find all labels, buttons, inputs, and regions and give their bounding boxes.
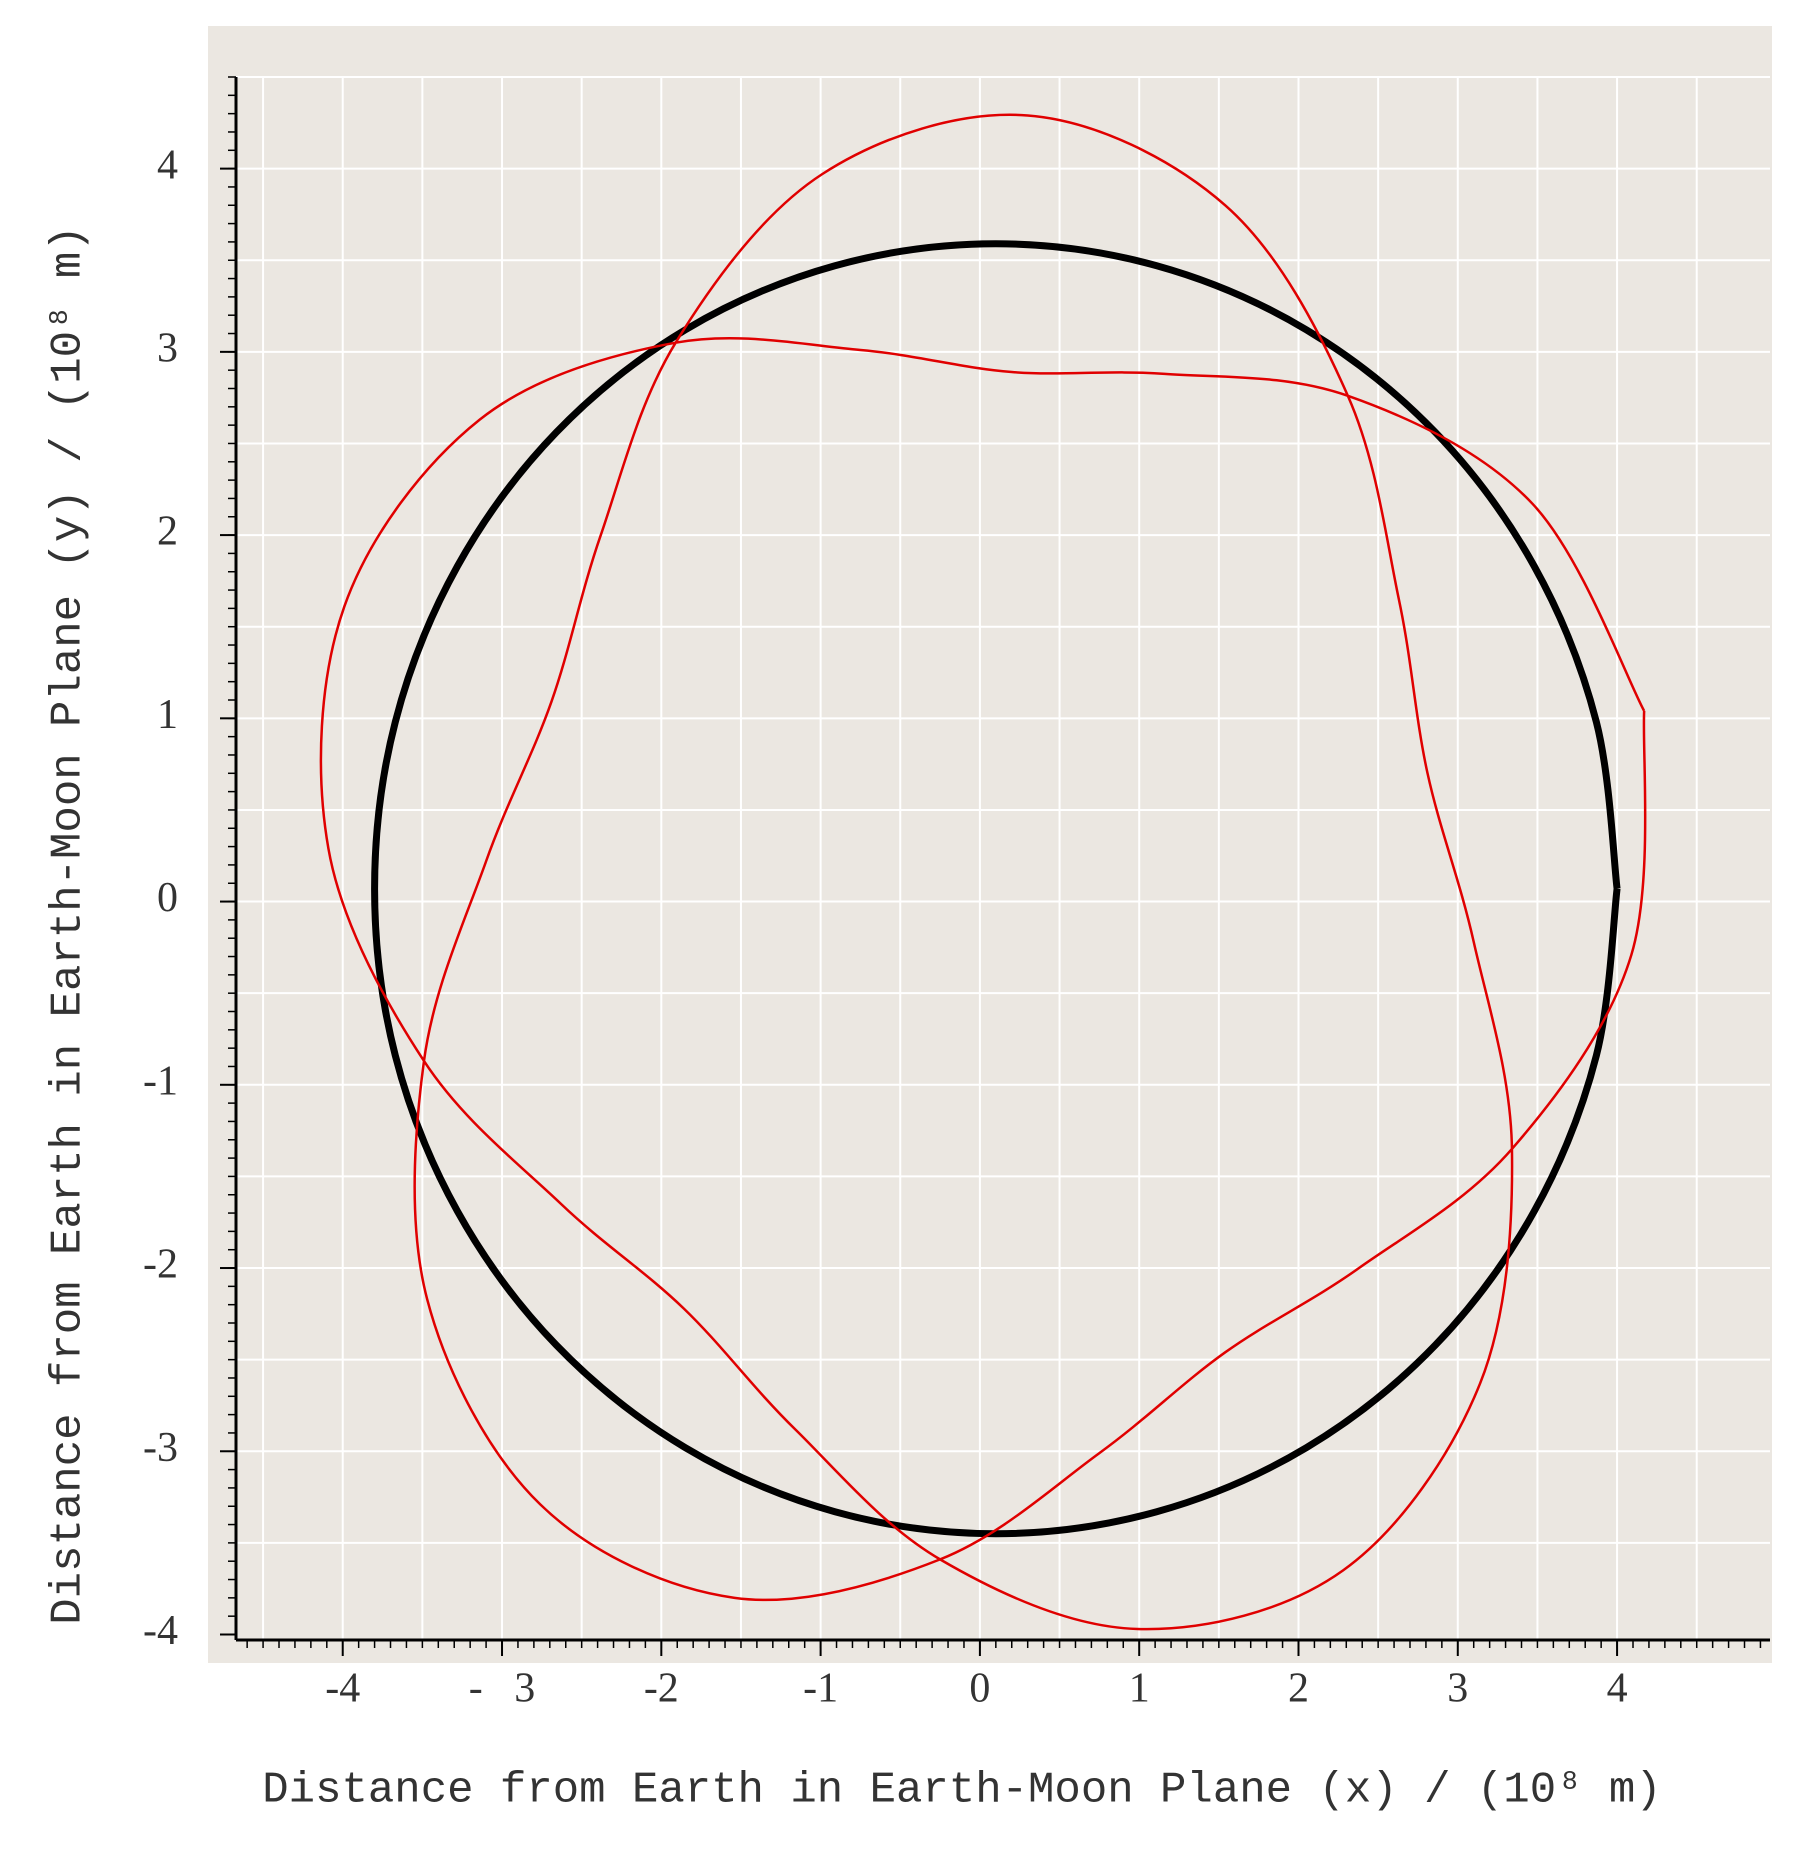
plot-background <box>208 26 1772 1663</box>
x-tick-label: -2 <box>644 1666 679 1712</box>
x-tick-label: 2 <box>1288 1666 1309 1712</box>
y-tick-label: 1 <box>157 692 178 738</box>
x-tick-label: -1 <box>803 1666 838 1712</box>
x-tick-label: 0 <box>969 1666 990 1712</box>
y-tick-label: 2 <box>157 509 178 555</box>
orbit-line <box>371 240 1621 1538</box>
y-tick-label: -3 <box>143 1425 178 1471</box>
y-tick-label: 4 <box>157 142 178 188</box>
y-tick-label: -4 <box>143 1608 178 1654</box>
x-axis-title: Distance from Earth in Earth-Moon Plane … <box>262 1766 1661 1816</box>
y-axis-title: Distance from Earth in Earth-Moon Plane … <box>44 225 94 1624</box>
x-tick-label: 1 <box>1129 1666 1150 1712</box>
orbit-line <box>319 113 1647 1631</box>
x-tick-label: 3 <box>1447 1666 1468 1712</box>
y-tick-label: -2 <box>143 1242 178 1288</box>
x-tick-label: - 3 <box>469 1666 536 1712</box>
x-tick-label: -4 <box>325 1666 360 1712</box>
y-tick-label: 3 <box>157 325 178 371</box>
y-tick-label: 0 <box>157 875 178 921</box>
y-tick-label: -1 <box>143 1058 178 1104</box>
x-tick-label: 4 <box>1607 1666 1628 1712</box>
